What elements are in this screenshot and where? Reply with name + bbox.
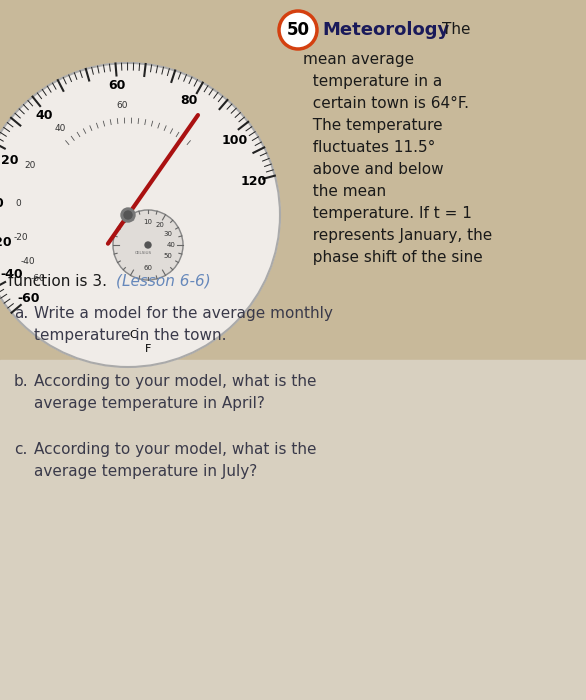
Text: a.: a. [14,306,28,321]
Text: represents January, the: represents January, the [303,228,492,243]
Text: the mean: the mean [303,184,386,199]
Circle shape [124,211,132,219]
Bar [0,0,586,360]
Text: certain town is 64°F.: certain town is 64°F. [303,96,469,111]
Text: 0: 0 [16,199,22,208]
Text: temperature in a: temperature in a [303,74,442,89]
Text: 60: 60 [108,79,125,92]
Text: According to your model, what is the: According to your model, what is the [34,442,316,457]
Text: 40: 40 [36,109,53,122]
Text: average temperature in April?: average temperature in April? [34,396,265,411]
Text: 100: 100 [222,134,248,147]
Text: Meteorology: Meteorology [322,21,449,39]
Text: The temperature: The temperature [303,118,442,133]
Text: 40: 40 [166,242,175,248]
Text: 40: 40 [54,124,66,133]
Text: temperature. If t = 1: temperature. If t = 1 [303,206,472,221]
Text: above and below: above and below [303,162,444,177]
Text: -60: -60 [17,292,40,305]
Text: (Lesson 6-6): (Lesson 6-6) [116,274,211,289]
Text: c.: c. [14,442,28,457]
Circle shape [113,210,183,280]
Text: -20: -20 [13,233,28,242]
Text: -40: -40 [1,267,23,281]
Text: -40: -40 [21,257,36,266]
Text: -60: -60 [30,274,45,283]
Text: 50: 50 [287,21,309,39]
Text: 50: 50 [163,253,172,260]
Text: F: F [145,344,151,354]
Text: phase shift of the sine: phase shift of the sine [303,250,483,265]
Text: fluctuates 11.5°: fluctuates 11.5° [303,140,435,155]
Text: 10: 10 [144,219,152,225]
Text: 20: 20 [155,222,164,228]
Text: 30: 30 [163,230,172,237]
Circle shape [279,11,317,49]
Text: 20: 20 [1,153,19,167]
Text: -20: -20 [0,235,12,248]
Text: C: C [129,330,137,340]
Circle shape [121,208,135,222]
Bar [0,360,586,700]
Text: b.: b. [14,374,29,389]
Circle shape [0,63,280,367]
Text: mean average: mean average [303,52,414,67]
Text: 20: 20 [24,160,36,169]
Text: 120: 120 [240,175,267,188]
Text: Write a model for the average monthly: Write a model for the average monthly [34,306,333,321]
Text: average temperature in July?: average temperature in July? [34,464,257,479]
Circle shape [145,242,151,248]
Text: CELSIUS: CELSIUS [134,251,152,255]
Text: The: The [442,22,471,38]
Text: According to your model, what is the: According to your model, what is the [34,374,316,389]
Text: 80: 80 [180,94,197,106]
Text: function is 3.: function is 3. [8,274,112,289]
Text: 60: 60 [117,101,128,110]
Text: 0: 0 [0,197,3,210]
Text: temperature in the town.: temperature in the town. [34,328,227,343]
Text: 60: 60 [144,265,152,271]
